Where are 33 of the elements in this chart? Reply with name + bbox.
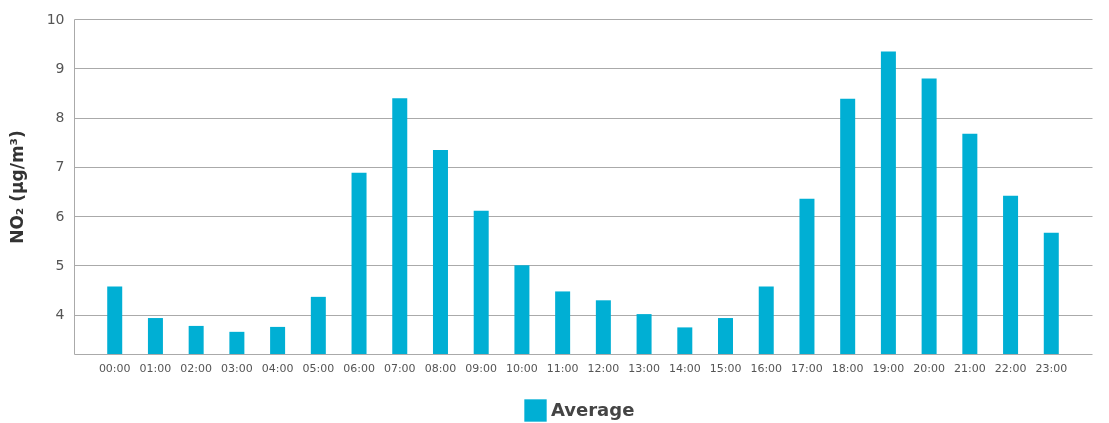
- x-tick-label: 13:00: [628, 361, 660, 375]
- y-tick-label: 10: [46, 10, 65, 27]
- x-tick-label: 19:00: [872, 361, 905, 375]
- legend-label: Average: [551, 398, 635, 420]
- x-tick-label: 21:00: [953, 361, 986, 375]
- x-tick-label: 17:00: [791, 361, 823, 375]
- x-tick-label: 16:00: [750, 361, 783, 375]
- x-tick-label: 01:00: [139, 361, 172, 375]
- y-tick-label: 5: [55, 256, 65, 273]
- x-tick-label: 22:00: [994, 361, 1027, 375]
- x-tick-label: 03:00: [221, 361, 253, 375]
- y-tick-label: 4: [55, 306, 65, 323]
- x-tick-label: 10:00: [506, 361, 538, 375]
- y-tick-label: 8: [55, 109, 65, 126]
- x-tick-label: 23:00: [1035, 361, 1068, 375]
- y-axis-title: NO₂ (µg/m³): [6, 130, 27, 244]
- y-tick-label: 9: [55, 59, 65, 76]
- x-tick-label: 04:00: [261, 361, 294, 375]
- x-tick-label: 07:00: [383, 361, 416, 375]
- x-tick-label: 20:00: [913, 361, 945, 375]
- x-tick-label: 08:00: [424, 361, 457, 375]
- x-tick-label: 18:00: [831, 361, 864, 375]
- x-tick-label: 05:00: [302, 361, 335, 375]
- x-tick-label: 15:00: [709, 361, 742, 375]
- x-tick-label: 00:00: [98, 361, 131, 375]
- y-tick-label: 7: [55, 158, 65, 175]
- x-tick-label: 11:00: [546, 361, 579, 375]
- x-tick-label: 02:00: [180, 361, 213, 375]
- x-tick-label: 06:00: [343, 361, 375, 375]
- x-tick-label: 09:00: [465, 361, 498, 375]
- x-tick-label: 12:00: [587, 361, 620, 375]
- y-tick-label: 6: [55, 207, 65, 224]
- x-tick-label: 14:00: [668, 361, 701, 375]
